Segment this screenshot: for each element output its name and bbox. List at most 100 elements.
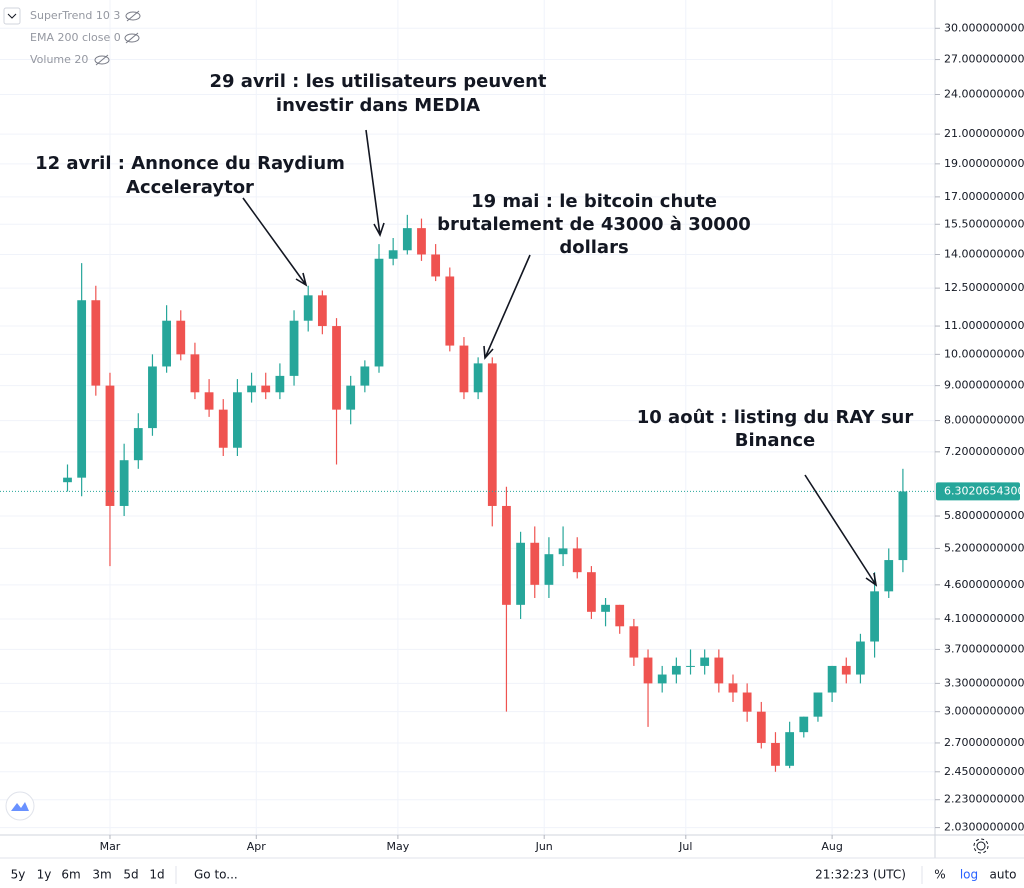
candle-body <box>289 320 299 376</box>
candle-body <box>133 428 143 461</box>
y-tick-label: 4.6000000000 <box>944 578 1024 591</box>
y-tick-label: 2.0300000000 <box>944 821 1024 834</box>
candle-body <box>813 692 823 717</box>
candle-body <box>105 385 115 506</box>
y-tick-label: 2.4500000000 <box>944 765 1024 778</box>
percent-button[interactable]: % <box>934 868 945 882</box>
eye-icon[interactable] <box>125 11 141 21</box>
indicator-label[interactable]: Volume 20 <box>30 53 88 66</box>
range-button[interactable]: 3m <box>92 868 111 882</box>
y-tick-label: 21.0000000000 <box>944 127 1024 140</box>
y-tick-label: 9.0000000000 <box>944 379 1024 392</box>
chevron <box>7 13 17 19</box>
candle-body <box>558 548 568 555</box>
y-tick-label: 24.0000000000 <box>944 88 1024 101</box>
x-tick-label: Jun <box>535 840 553 853</box>
candle-body <box>204 392 214 410</box>
candles <box>63 214 908 772</box>
candle-body <box>671 665 681 675</box>
candle-body <box>756 711 766 743</box>
candle-body <box>502 505 511 605</box>
candle-body <box>346 385 356 410</box>
annotation-text: 29 avril : les utilisateurs peuvent <box>209 71 546 92</box>
annotations: 29 avril : les utilisateurs peuvent inve… <box>35 71 914 587</box>
candle-body <box>587 572 596 612</box>
candle-body <box>275 375 285 393</box>
x-tick-label: Jul <box>678 840 692 853</box>
log-button[interactable]: log <box>960 868 978 882</box>
logo[interactable] <box>5 791 35 821</box>
annotation-text: 19 mai : le bitcoin chute <box>471 191 717 212</box>
candle-body <box>856 641 865 675</box>
collapse-button[interactable] <box>3 7 21 25</box>
candle-body <box>473 363 483 393</box>
indicator-label[interactable]: SuperTrend 10 3 <box>30 9 120 22</box>
candle-body <box>657 674 667 684</box>
y-tick-label: 27.0000000000 <box>944 53 1024 66</box>
last-price-box <box>936 482 1020 501</box>
range-button[interactable]: 5y <box>11 868 26 882</box>
candle-body <box>643 657 653 684</box>
range-button[interactable]: 6m <box>61 868 80 882</box>
candle-body <box>516 542 525 605</box>
candle-body <box>317 295 327 327</box>
candle-body <box>884 560 894 592</box>
annotation-text: 10 août : listing du RAY sur <box>637 407 914 428</box>
x-tick-label: Aug <box>821 840 842 853</box>
x-tick-label: May <box>387 840 410 853</box>
auto-button[interactable]: auto <box>989 868 1016 882</box>
candle-body <box>91 300 101 386</box>
candle-body <box>572 548 582 573</box>
eye-icon[interactable] <box>124 33 140 43</box>
candle-body <box>799 716 809 733</box>
candle-body <box>388 250 398 259</box>
range-button[interactable]: 1y <box>37 868 52 882</box>
eye-slash <box>125 32 139 44</box>
candle-body <box>700 657 710 666</box>
candle-body <box>785 732 795 766</box>
eye-slash <box>126 10 140 22</box>
y-tick-label: 7.2000000000 <box>944 445 1024 458</box>
candle-body <box>615 604 625 627</box>
y-tick-label: 5.8000000000 <box>944 509 1024 522</box>
candle-body <box>487 363 497 506</box>
candle-body <box>459 345 469 393</box>
candle-body <box>544 554 554 585</box>
eye-icon[interactable] <box>94 55 110 65</box>
eye-slash <box>95 54 109 66</box>
candle-body <box>162 320 171 367</box>
range-button[interactable]: 5d <box>123 868 138 882</box>
y-tick-label: 3.3000000000 <box>944 676 1024 689</box>
toolbar: 5y 1y 6m 3m 5d 1d Go to... 21:32:23 (UTC… <box>11 838 1017 884</box>
candle-body <box>686 665 695 667</box>
annotation-text: brutalement de 43000 à 30000 <box>437 214 751 235</box>
candle-body <box>417 228 426 255</box>
annotation-text: 12 avril : Annonce du Raydium <box>35 153 345 174</box>
clock: 21:32:23 (UTC) <box>815 868 906 882</box>
goto-button[interactable]: Go to... <box>194 868 238 882</box>
candle-body <box>728 683 738 693</box>
y-tick-label: 3.0000000000 <box>944 705 1024 718</box>
candle-body <box>771 742 780 766</box>
candle-body <box>841 665 851 675</box>
y-tick-label: 2.2300000000 <box>944 793 1024 806</box>
y-tick-label: 14.0000000000 <box>944 247 1024 260</box>
settings-icon[interactable] <box>973 838 989 854</box>
candle-body <box>190 354 200 393</box>
range-button[interactable]: 1d <box>149 868 164 882</box>
candle-body <box>360 366 370 386</box>
arrow <box>365 129 385 237</box>
last-price-label: 6.3020654300 <box>944 484 1024 497</box>
y-tick-label: 3.7000000000 <box>944 642 1024 655</box>
candle-body <box>303 295 313 321</box>
indicator-label[interactable]: EMA 200 close 0 <box>30 31 121 44</box>
candle-body <box>431 254 441 277</box>
y-tick-label: 11.0000000000 <box>944 319 1024 332</box>
candle-body <box>870 591 879 642</box>
y-tick-label: 15.5000000000 <box>944 217 1024 230</box>
x-tick-label: Apr <box>247 840 267 853</box>
annotation-text: Acceleraytor <box>126 177 254 198</box>
logo-mark <box>11 802 29 811</box>
